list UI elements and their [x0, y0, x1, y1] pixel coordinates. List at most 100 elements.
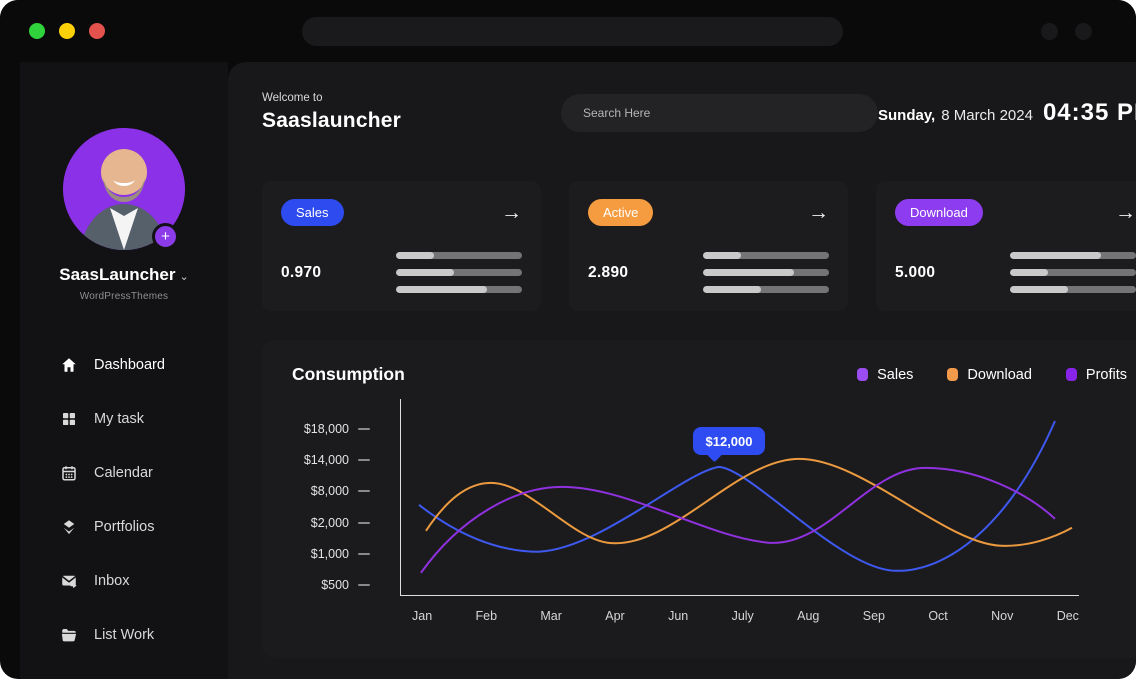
- y-axis: $18,000 $14,000 $8,000 $2,000 $1,000 $50…: [292, 399, 370, 596]
- x-axis-label: Aug: [797, 609, 820, 623]
- active-bars: [703, 252, 829, 293]
- sidebar-item-portfolios[interactable]: Portfolios: [60, 512, 228, 542]
- legend-dot: [857, 368, 869, 381]
- legend-item-download[interactable]: Download: [947, 367, 1032, 383]
- active-badge: Active: [588, 199, 654, 226]
- clock-time: 04:35 PM: [1042, 98, 1136, 126]
- window-titlebar: [0, 0, 1136, 62]
- progress-bar: [396, 286, 522, 293]
- legend-dot: [947, 368, 959, 381]
- tick-mark: [358, 459, 370, 461]
- download-bars: [1010, 252, 1136, 293]
- active-value: 2.890: [588, 263, 629, 281]
- x-axis-label: Nov: [991, 609, 1014, 623]
- download-value: 5.000: [895, 263, 936, 281]
- stat-card-active: Active → 2.890: [569, 181, 848, 311]
- legend-label: Download: [967, 366, 1032, 383]
- tick-mark: [358, 522, 370, 524]
- x-axis-label: Feb: [475, 609, 498, 623]
- sidebar-item-label: Dashboard: [94, 357, 165, 373]
- download-line: [425, 457, 1073, 547]
- progress-bar: [703, 286, 829, 293]
- progress-bar: [703, 269, 829, 276]
- sidebar: + SaasLauncher ⌄ WordPressThemes Dashboar…: [20, 62, 228, 679]
- search-input[interactable]: [560, 93, 878, 132]
- sidebar-item-label: Calendar: [94, 465, 153, 481]
- stat-card-sales: Sales → 0.970: [262, 181, 541, 311]
- profile-name-dropdown[interactable]: SaasLauncher ⌄: [20, 265, 228, 285]
- y-axis-label: $500: [321, 578, 349, 592]
- sidebar-item-dashboard[interactable]: Dashboard: [60, 350, 228, 380]
- calendar-icon: [62, 466, 76, 481]
- x-axis: Jan Feb Mar Apr Jun July Aug Sep Oct Nov…: [400, 609, 1079, 623]
- tick-mark: [358, 428, 370, 430]
- legend-label: Profits: [1085, 366, 1128, 383]
- sidebar-item-label: List Work: [94, 627, 155, 643]
- sales-line: [418, 420, 1056, 572]
- x-axis-label: Jan: [412, 609, 433, 623]
- x-axis-label: Dec: [1056, 609, 1079, 623]
- datetime: Sunday, 8 March 2024 04:35 PM: [878, 99, 1136, 127]
- sales-value: 0.970: [281, 263, 322, 281]
- download-badge: Download: [895, 199, 983, 226]
- sidebar-item-label: Portfolios: [94, 519, 155, 535]
- date-day: Sunday,: [877, 106, 936, 124]
- legend-item-sales[interactable]: Sales: [857, 367, 913, 383]
- profits-line: [420, 466, 1056, 574]
- progress-bar: [396, 252, 522, 259]
- user-avatar[interactable]: [63, 128, 185, 250]
- sidebar-item-inbox[interactable]: Inbox: [60, 566, 228, 596]
- sidebar-item-label: My task: [94, 411, 144, 427]
- progress-bar: [1010, 286, 1136, 293]
- inbox-icon: [61, 575, 77, 588]
- stat-card-download: Download → 5.000: [876, 181, 1136, 311]
- progress-bar: [1010, 252, 1136, 259]
- chart-tooltip: $12,000: [693, 427, 765, 455]
- stat-cards-row: Sales → 0.970 Active: [262, 181, 1136, 311]
- traffic-light-green[interactable]: [29, 23, 45, 39]
- x-axis-label: July: [731, 609, 754, 623]
- titlebar-buttons: [1041, 23, 1092, 40]
- arrow-right-icon[interactable]: →: [1115, 201, 1136, 224]
- address-bar[interactable]: [302, 17, 843, 46]
- arrow-right-icon[interactable]: →: [808, 201, 829, 224]
- sidebar-item-list-work[interactable]: List Work: [60, 620, 228, 650]
- sidebar-item-calendar[interactable]: Calendar: [60, 458, 228, 488]
- traffic-light-yellow[interactable]: [59, 23, 75, 39]
- y-axis-label: $2,000: [310, 516, 349, 530]
- titlebar-button-1[interactable]: [1041, 23, 1058, 40]
- y-axis-label: $14,000: [303, 453, 349, 467]
- traffic-light-red[interactable]: [89, 23, 105, 39]
- home-icon: [62, 358, 76, 372]
- progress-bar: [1010, 269, 1136, 276]
- add-profile-button[interactable]: +: [152, 223, 179, 250]
- legend-item-profits[interactable]: Profits: [1065, 366, 1128, 383]
- y-axis-label: $8,000: [310, 484, 349, 498]
- arrow-right-icon[interactable]: →: [501, 201, 522, 224]
- sidebar-item-my-task[interactable]: My task: [60, 404, 228, 434]
- profile-subtitle: WordPressThemes: [79, 291, 169, 302]
- x-axis-label: Mar: [540, 609, 562, 623]
- grid-icon: [63, 413, 75, 425]
- chart-plot: $18,000 $14,000 $8,000 $2,000 $1,000 $50…: [292, 399, 1127, 623]
- tick-mark: [358, 584, 370, 586]
- page-title: Saaslauncher: [262, 109, 401, 132]
- main-content: Welcome to Saaslauncher Sunday, 8 March …: [228, 62, 1136, 679]
- sales-bars: [396, 252, 522, 293]
- line-chart: [418, 420, 1073, 574]
- chart-title: Consumption: [292, 364, 405, 384]
- legend-dot: [1065, 368, 1077, 381]
- date-text: 8 March 2024: [941, 106, 1033, 124]
- window-controls: [29, 23, 105, 39]
- tick-mark: [358, 490, 370, 492]
- chart-legend: Sales Download Profits: [857, 367, 1127, 383]
- layers-icon: [63, 520, 75, 535]
- folder-icon: [61, 629, 77, 642]
- titlebar-button-2[interactable]: [1075, 23, 1092, 40]
- welcome-text: Welcome to: [262, 92, 323, 104]
- chevron-down-icon: ⌄: [179, 271, 189, 283]
- x-axis-label: Apr: [605, 609, 625, 623]
- legend-label: Sales: [877, 366, 914, 383]
- tick-mark: [358, 553, 370, 555]
